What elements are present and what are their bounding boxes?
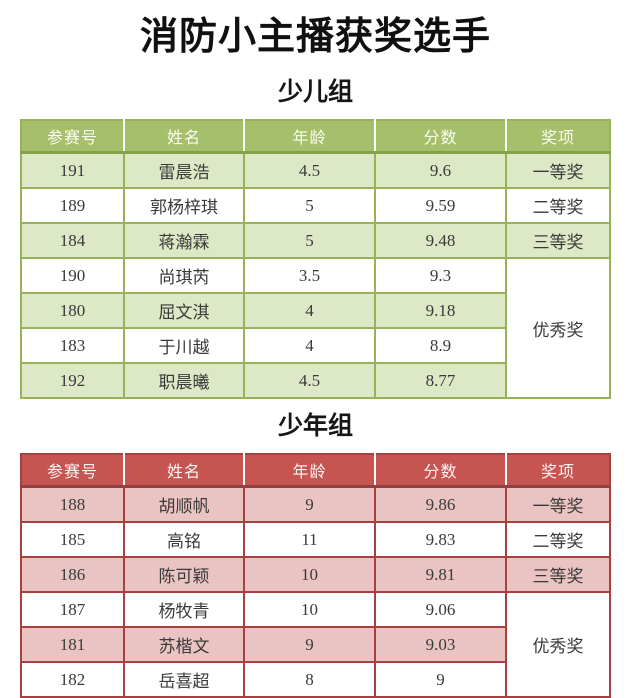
award-cell: 一等奖 [505, 485, 611, 523]
page-title: 消防小主播获奖选手 [139, 16, 491, 58]
age-cell: 3.5 [243, 257, 376, 294]
age-cell: 11 [243, 521, 376, 558]
age-cell: 4.5 [243, 151, 376, 189]
column-header-age: 年龄 [243, 454, 375, 488]
score-cell: 9.03 [374, 626, 507, 663]
table-row: 186 陈可颖 10 9.81 三等奖 [20, 556, 611, 593]
column-header-name: 姓名 [123, 120, 244, 154]
name-cell: 杨牧青 [123, 591, 245, 628]
score-cell: 9.48 [374, 222, 507, 259]
entry-cell: 192 [20, 362, 125, 399]
score-cell: 8.77 [374, 362, 507, 399]
entry-cell: 187 [20, 591, 125, 628]
age-cell: 9 [243, 485, 376, 523]
column-header-award: 奖项 [505, 454, 610, 488]
age-cell: 5 [243, 187, 376, 224]
award-cell: 三等奖 [505, 556, 611, 593]
name-cell: 蒋瀚霖 [123, 222, 245, 259]
column-header-score: 分数 [374, 454, 506, 488]
column-header-award: 奖项 [505, 120, 610, 154]
table-row: 185 高铭 11 9.83 二等奖 [20, 521, 611, 558]
name-cell: 雷晨浩 [123, 151, 245, 189]
youth-group-table: 参赛号 姓名 年龄 分数 奖项 188 胡顺帆 9 9.86 一等奖 185 高… [20, 453, 611, 698]
age-cell: 5 [243, 222, 376, 259]
name-cell: 职晨曦 [123, 362, 245, 399]
name-cell: 高铭 [123, 521, 245, 558]
column-header-entry: 参赛号 [21, 454, 124, 488]
entry-cell: 190 [20, 257, 125, 294]
youth-group-heading: 少年组 [277, 413, 353, 440]
entry-cell: 182 [20, 661, 125, 698]
youth-header-row: 参赛号 姓名 年龄 分数 奖项 [21, 454, 610, 488]
score-cell: 9.06 [374, 591, 507, 628]
award-cell-merged: 优秀奖 [505, 591, 611, 698]
children-header-row: 参赛号 姓名 年龄 分数 奖项 [21, 120, 610, 154]
score-cell: 9.59 [374, 187, 507, 224]
table-row: 188 胡顺帆 9 9.86 一等奖 [20, 485, 611, 523]
score-cell: 9.81 [374, 556, 507, 593]
age-cell: 4 [243, 327, 376, 364]
award-cell: 二等奖 [505, 187, 611, 224]
entry-cell: 183 [20, 327, 125, 364]
age-cell: 10 [243, 556, 376, 593]
children-group-table: 参赛号 姓名 年龄 分数 奖项 191 雷晨浩 4.5 9.6 一等奖 189 … [20, 119, 611, 399]
children-group-heading: 少儿组 [277, 79, 353, 106]
name-cell: 尚琪芮 [123, 257, 245, 294]
table-row: 184 蒋瀚霖 5 9.48 三等奖 [20, 222, 611, 259]
award-cell: 三等奖 [505, 222, 611, 259]
entry-cell: 189 [20, 187, 125, 224]
entry-cell: 185 [20, 521, 125, 558]
name-cell: 屈文淇 [123, 292, 245, 329]
entry-cell: 180 [20, 292, 125, 329]
score-cell: 9.18 [374, 292, 507, 329]
column-header-entry: 参赛号 [21, 120, 124, 154]
name-cell: 苏楷文 [123, 626, 245, 663]
name-cell: 岳喜超 [123, 661, 245, 698]
column-header-name: 姓名 [123, 454, 244, 488]
table-row: 181 苏楷文 9 9.03 [20, 626, 610, 663]
table-row: 191 雷晨浩 4.5 9.6 一等奖 [20, 151, 611, 189]
award-cell: 一等奖 [505, 151, 611, 189]
name-cell: 陈可颖 [123, 556, 245, 593]
entry-cell: 191 [20, 151, 125, 189]
name-cell: 郭杨梓琪 [123, 187, 245, 224]
column-header-age: 年龄 [243, 120, 375, 154]
age-cell: 8 [243, 661, 376, 698]
entry-cell: 184 [20, 222, 125, 259]
name-cell: 于川越 [123, 327, 245, 364]
age-cell: 4.5 [243, 362, 376, 399]
table-row: 180 屈文淇 4 9.18 [20, 292, 610, 329]
entry-cell: 188 [20, 485, 125, 523]
name-cell: 胡顺帆 [123, 485, 245, 523]
award-cell-merged: 优秀奖 [505, 257, 611, 399]
table-row: 190 尚琪芮 3.5 9.3 优秀奖 [20, 257, 611, 399]
age-cell: 9 [243, 626, 376, 663]
score-cell: 9.86 [374, 485, 507, 523]
age-cell: 4 [243, 292, 376, 329]
score-cell: 9.3 [374, 257, 507, 294]
table-row: 189 郭杨梓琪 5 9.59 二等奖 [20, 187, 611, 224]
table-row: 187 杨牧青 10 9.06 优秀奖 [20, 591, 611, 698]
age-cell: 10 [243, 591, 376, 628]
entry-cell: 186 [20, 556, 125, 593]
table-row: 192 职晨曦 4.5 8.77 [20, 362, 610, 399]
entry-cell: 181 [20, 626, 125, 663]
table-row: 183 于川越 4 8.9 [20, 327, 610, 364]
score-cell: 9.83 [374, 521, 507, 558]
score-cell: 8.9 [374, 327, 507, 364]
score-cell: 9.6 [374, 151, 507, 189]
award-cell: 二等奖 [505, 521, 611, 558]
score-cell: 9 [374, 661, 507, 698]
column-header-score: 分数 [374, 120, 506, 154]
